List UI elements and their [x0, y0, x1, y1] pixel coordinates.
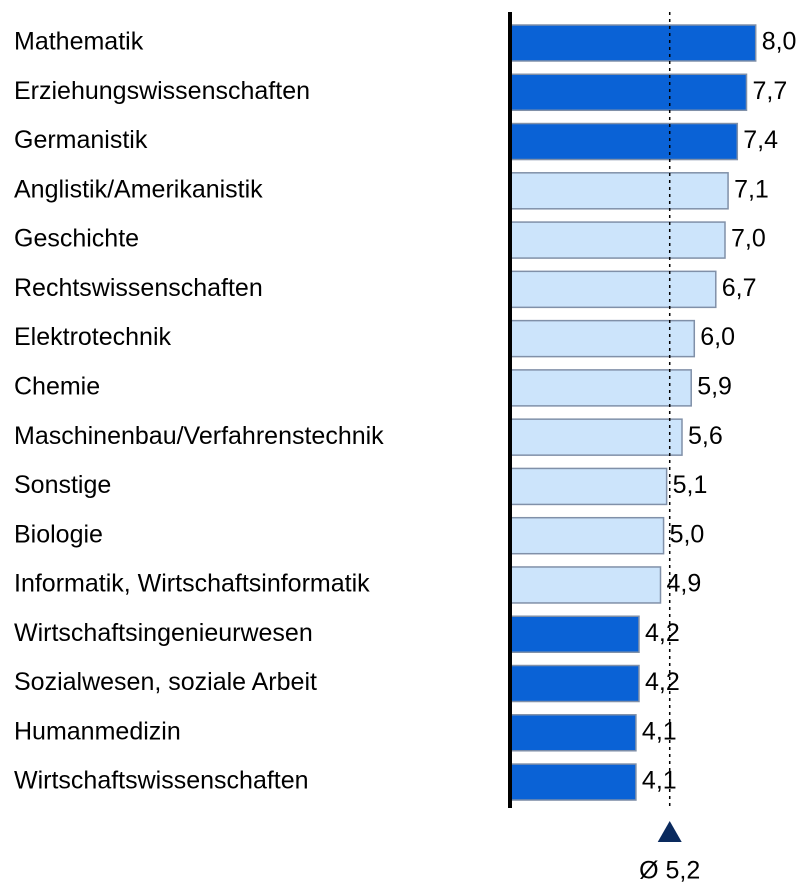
category-label: Sonstige — [14, 471, 111, 499]
category-label: Humanmedizin — [14, 717, 181, 745]
bar — [509, 24, 757, 62]
bar — [509, 221, 726, 259]
bar — [509, 418, 683, 456]
value-label: 5,0 — [670, 520, 705, 548]
value-label: 7,1 — [734, 175, 769, 203]
bar — [509, 73, 748, 112]
bar — [509, 664, 640, 703]
bar — [509, 122, 739, 161]
bar — [509, 319, 696, 358]
category-label: Sozialwesen, soziale Arbeit — [14, 668, 317, 696]
value-label: 4,2 — [645, 619, 680, 647]
value-label: 4,1 — [642, 717, 677, 745]
category-label: Wirtschaftsingenieurwesen — [14, 619, 313, 647]
bar — [509, 714, 637, 752]
value-label: 5,6 — [688, 422, 723, 450]
category-label: Rechtswissenschaften — [14, 274, 263, 302]
bar — [509, 566, 662, 604]
value-label: 6,7 — [722, 274, 757, 302]
category-label: Elektrotechnik — [14, 323, 172, 351]
value-label: 5,9 — [697, 372, 732, 400]
bar — [509, 270, 717, 309]
bar — [509, 763, 637, 801]
category-label: Wirtschaftswissenschaften — [14, 767, 309, 795]
average-marker — [657, 821, 682, 842]
category-label: Chemie — [14, 372, 100, 400]
category-label: Germanistik — [14, 126, 148, 154]
average-label: Ø 5,2 — [639, 857, 700, 885]
value-label: 6,0 — [700, 323, 735, 351]
value-label: 7,7 — [753, 77, 788, 105]
value-label: 7,4 — [743, 126, 778, 154]
value-label: 4,9 — [667, 570, 702, 598]
category-label: Erziehungswissenschaften — [14, 77, 310, 105]
category-label: Maschinenbau/Verfahrenstechnik — [14, 422, 384, 450]
bar — [509, 369, 692, 407]
bar — [509, 172, 729, 210]
category-label: Informatik, Wirtschaftsinformatik — [14, 570, 370, 598]
category-label: Geschichte — [14, 225, 139, 253]
value-label: 8,0 — [762, 28, 797, 56]
value-label: 7,0 — [731, 225, 766, 253]
category-label: Mathematik — [14, 28, 144, 56]
value-label: 5,1 — [673, 471, 708, 499]
category-label: Biologie — [14, 520, 103, 548]
bar — [509, 516, 665, 555]
value-label: 4,2 — [645, 668, 680, 696]
category-label: Anglistik/Amerikanistik — [14, 175, 263, 203]
bar — [509, 615, 640, 653]
value-label: 4,1 — [642, 767, 677, 795]
bar — [509, 467, 668, 506]
